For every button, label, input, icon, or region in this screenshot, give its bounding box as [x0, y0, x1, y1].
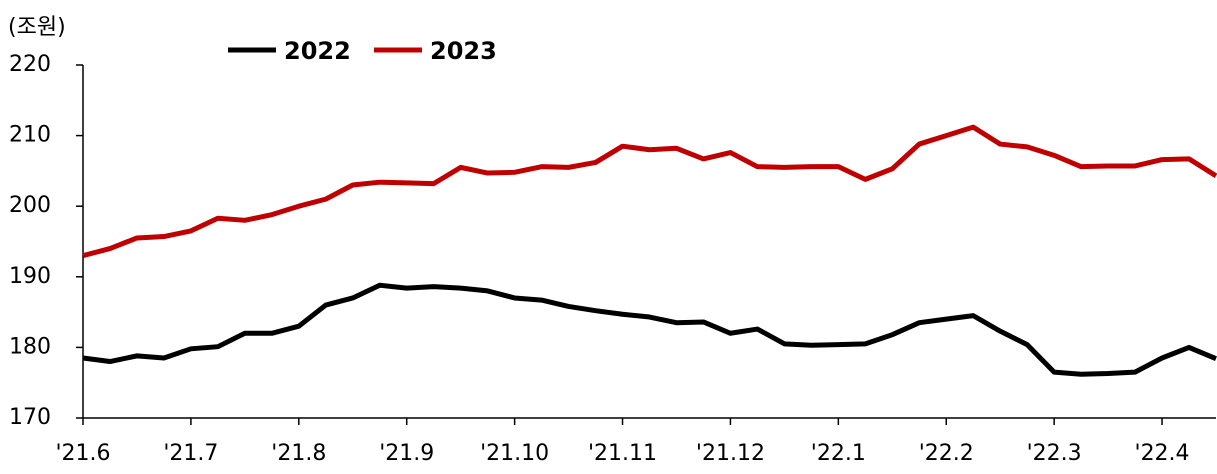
- x-tick-label: '21.7: [163, 441, 218, 466]
- y-tick-label: 190: [9, 264, 51, 289]
- y-tick-label: 200: [9, 193, 51, 218]
- y-tick-label: 180: [9, 334, 51, 359]
- x-tick-label: '21.10: [480, 441, 549, 466]
- y-tick-label: 210: [9, 123, 51, 148]
- data-line: [82, 282, 1217, 377]
- x-tick-label: '21.11: [588, 441, 657, 466]
- x-tick-label: '21.6: [55, 441, 110, 466]
- y-tick-label: 170: [9, 405, 51, 430]
- y-tick-label: 220: [9, 52, 51, 77]
- legend-label: 2022: [284, 37, 351, 65]
- x-tick-label: '21.9: [379, 441, 434, 466]
- data-line: [82, 124, 1217, 259]
- x-tick-label: '22.4: [1135, 441, 1190, 466]
- y-axis-label: (조원): [8, 15, 66, 40]
- x-tick-label: '21.12: [696, 441, 765, 466]
- x-tick-label: '22.2: [919, 441, 974, 466]
- x-tick-label: '22.3: [1027, 441, 1082, 466]
- legend-label: 2023: [430, 37, 497, 65]
- x-tick-label: '21.8: [271, 441, 326, 466]
- x-tick-label: '22.1: [811, 441, 866, 466]
